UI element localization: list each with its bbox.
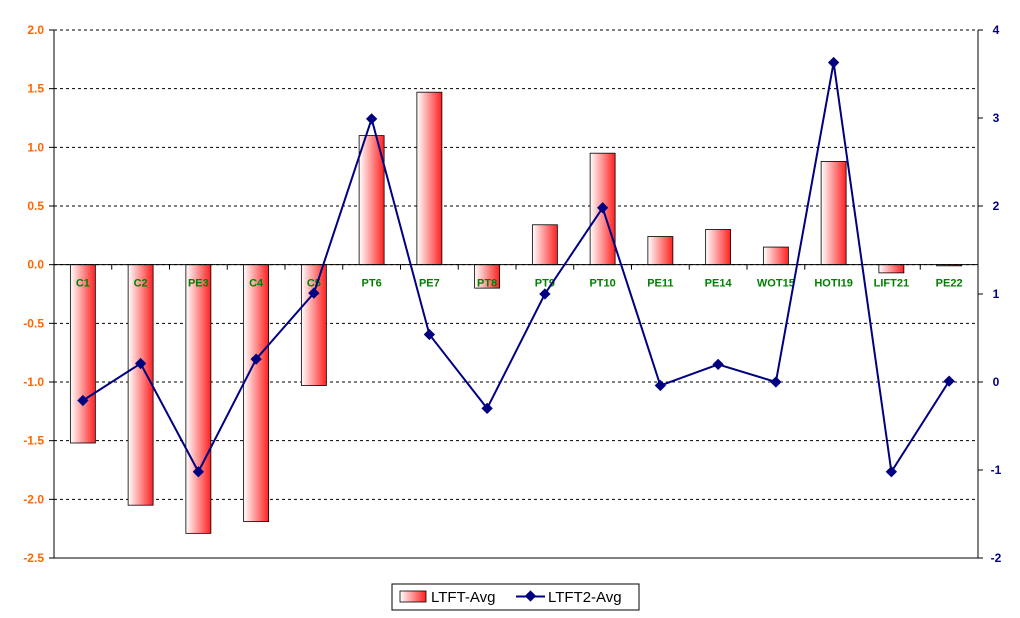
legend-label-line: LTFT2-Avg <box>548 589 622 606</box>
category-label: PE14 <box>705 278 733 290</box>
legend-box <box>391 583 640 611</box>
line-point-LIFT21 <box>885 466 898 478</box>
category-labels: C1 C2 PE3 C4 C5 PT6 PE7 PT8 PT9 PT10 PE11 PE14 WOT15… <box>76 278 963 290</box>
line-point-C4 <box>250 353 262 365</box>
right-tick-label: -2 <box>991 551 1002 565</box>
line-series <box>77 56 955 478</box>
left-tick-label: 0.0 <box>27 258 44 272</box>
legend-label-bar: LTFT-Avg <box>431 589 495 606</box>
line-point-PT8 <box>481 402 493 415</box>
right-tick-label: -1 <box>991 463 1002 477</box>
left-tick-label: 2.0 <box>27 23 44 37</box>
left-tick-label: -1.5 <box>23 434 44 448</box>
left-tick-label: 1.0 <box>27 140 44 154</box>
left-tick-label: 0.5 <box>27 199 44 213</box>
right-tick-label: 0 <box>993 375 1000 389</box>
left-tick-label: -0.5 <box>23 316 44 330</box>
bar-HOTI19 <box>820 161 847 266</box>
left-tick-label: 1.5 <box>27 82 44 96</box>
right-tick-label: 3 <box>993 111 1000 125</box>
line-point-PE14 <box>712 358 724 371</box>
line-point-HOTI19 <box>827 56 840 69</box>
line-point-PE3 <box>192 466 205 478</box>
bar-C4 <box>243 264 270 523</box>
category-label: PE3 <box>188 278 209 290</box>
bar-PT6 <box>358 135 385 266</box>
category-label: C2 <box>134 278 148 290</box>
category-label: PE7 <box>419 278 440 290</box>
category-label: PT8 <box>477 278 497 290</box>
bar-C5 <box>300 264 327 386</box>
bar-PE7 <box>416 91 443 266</box>
right-tick-label: 1 <box>993 287 1000 301</box>
line-point-PE11 <box>654 379 667 392</box>
category-label: C1 <box>76 278 90 290</box>
line-path <box>82 62 950 475</box>
axes: 2.0 1.5 1.0 0.5 0.0 -0.5 -1.0 -1.5 -2.0 -2.5 4 3 2 1 0… <box>23 23 1001 565</box>
line-point-PT6 <box>365 113 378 125</box>
category-label: C4 <box>249 278 264 290</box>
bar-PE3 <box>185 264 212 534</box>
line-point-PE7 <box>423 328 436 341</box>
bar-LIFT21 <box>878 264 905 274</box>
bar-PE14 <box>705 229 732 266</box>
legend: LTFT-Avg LTFT2-Avg <box>391 583 640 611</box>
legend-bar-swatch <box>399 590 427 603</box>
category-label: HOTI19 <box>814 278 853 290</box>
category-label: PT6 <box>362 278 382 290</box>
category-label: PE11 <box>647 278 673 290</box>
category-label: PE22 <box>936 278 963 290</box>
right-tick-label: 2 <box>993 199 1000 213</box>
bar-C2 <box>127 264 154 506</box>
line-point-PT9 <box>539 288 551 300</box>
bar-WOT15 <box>762 246 789 266</box>
left-tick-label: -2.0 <box>23 492 44 506</box>
line-point-PE22 <box>943 375 955 387</box>
line-point-WOT15 <box>770 376 782 388</box>
left-tick-label: -1.0 <box>23 375 44 389</box>
bar-series <box>69 91 963 534</box>
bar-PE11 <box>647 236 674 266</box>
category-label: PT10 <box>589 278 615 290</box>
bar-PT9 <box>531 224 558 266</box>
right-tick-label: 4 <box>993 23 1000 37</box>
line-point-C2 <box>134 357 147 370</box>
legend-line-marker <box>524 590 537 602</box>
category-label: LIFT21 <box>874 278 909 290</box>
line-point-C5 <box>308 287 320 299</box>
bar-C1 <box>69 264 96 444</box>
category-label: WOT15 <box>757 278 795 290</box>
left-tick-label: -2.5 <box>23 551 44 565</box>
line-point-PT10 <box>596 202 609 214</box>
